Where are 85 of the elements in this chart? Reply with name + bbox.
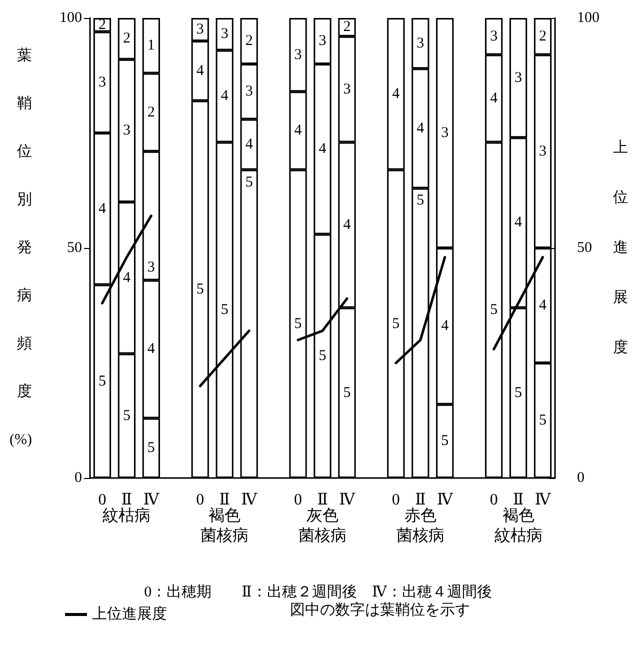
text: 5	[294, 316, 302, 332]
text: 5	[122, 408, 130, 424]
text: 3	[98, 74, 106, 90]
x-tick-label: 0	[294, 492, 302, 508]
y2-tick-label: 50	[577, 240, 592, 256]
text: 4	[441, 318, 449, 334]
text: 5	[392, 316, 400, 332]
text: 3	[539, 143, 547, 160]
text: 2	[147, 104, 155, 120]
text: 3	[122, 122, 130, 139]
text: 図中の数字は葉鞘位を示す	[290, 602, 470, 618]
text: 上位進展度	[613, 140, 628, 356]
legend-label: 上位進展度	[92, 606, 167, 622]
text: 褐色	[502, 506, 534, 524]
series-label: 4	[514, 214, 523, 231]
text: 4	[220, 88, 228, 104]
text: 4	[318, 141, 326, 158]
x-tick-label: Ⅱ	[317, 492, 328, 508]
text: 5	[98, 373, 106, 390]
text: 5	[539, 412, 547, 428]
text: 4	[392, 86, 400, 102]
text: 5	[416, 192, 424, 209]
text: 5	[196, 281, 204, 298]
text: 4	[539, 298, 547, 314]
x-tick-label: Ⅳ	[241, 492, 258, 508]
text: 紋枯病	[494, 526, 542, 544]
x-tick-label: 0	[196, 492, 204, 508]
text: 5	[441, 433, 449, 450]
x-tick-label: Ⅳ	[534, 492, 552, 508]
y2-tick-label: 100	[577, 10, 600, 26]
text: 3	[294, 46, 302, 63]
text: 3	[318, 33, 326, 49]
text: 葉鞘位別発病頻度(%)	[10, 48, 32, 448]
text: 4	[416, 120, 424, 136]
text: 3	[343, 81, 351, 98]
x-tick-label: Ⅳ	[436, 492, 454, 508]
series-label: 5	[245, 174, 253, 190]
text: 5	[220, 302, 228, 318]
text: 赤色	[404, 506, 436, 524]
x-tick-label: Ⅱ	[512, 492, 524, 508]
x-tick-label: Ⅱ	[414, 492, 426, 508]
series-label: 3	[196, 22, 204, 38]
y-tick-label: 100	[60, 10, 82, 26]
text: 4	[122, 270, 130, 286]
text: 2	[245, 33, 253, 49]
text: 菌核病	[298, 526, 346, 544]
text: 4	[147, 341, 155, 358]
text: 4	[490, 90, 498, 106]
text: 4	[245, 136, 253, 152]
text: 3	[220, 26, 228, 42]
text: 5	[490, 302, 498, 318]
text: 褐色	[208, 506, 241, 524]
y2-tick-label: 0	[577, 470, 584, 486]
text: 5	[343, 384, 351, 401]
x-tick-label: Ⅱ	[121, 492, 132, 508]
series-label: 2	[343, 19, 351, 36]
text: 菌核病	[396, 526, 444, 544]
x-tick-label: 0	[490, 492, 498, 508]
text: 灰色	[306, 508, 338, 524]
series-label: 1	[147, 38, 155, 54]
y-tick-label: 0	[74, 470, 82, 486]
x-tick-label: Ⅳ	[143, 492, 160, 508]
x-tick-label: Ⅱ	[219, 492, 230, 508]
x-tick-label: 0	[98, 492, 106, 508]
x-tick-label: Ⅳ	[338, 492, 356, 508]
text: 紋枯病	[102, 506, 151, 524]
text: 5	[147, 440, 155, 456]
text: 菌核病	[200, 526, 249, 544]
text: 4	[294, 122, 302, 139]
text: 3	[416, 35, 424, 52]
text: 3	[147, 260, 155, 276]
text: 4	[98, 200, 106, 217]
y-tick-label: 50	[67, 240, 82, 256]
text: 5	[318, 348, 326, 364]
text: 4	[196, 62, 204, 79]
text: 3	[490, 28, 498, 44]
text: 5	[514, 384, 522, 401]
text: 3	[514, 70, 522, 86]
x-tick-label: 0	[392, 492, 400, 508]
text: 4	[343, 217, 351, 233]
text: 0：出穂期 Ⅱ：出穂２週間後 Ⅳ：出穂４週間後	[144, 584, 492, 600]
text: 3	[441, 125, 449, 141]
text: 2	[122, 30, 130, 47]
text: 3	[245, 84, 253, 100]
text: 2	[539, 28, 547, 44]
